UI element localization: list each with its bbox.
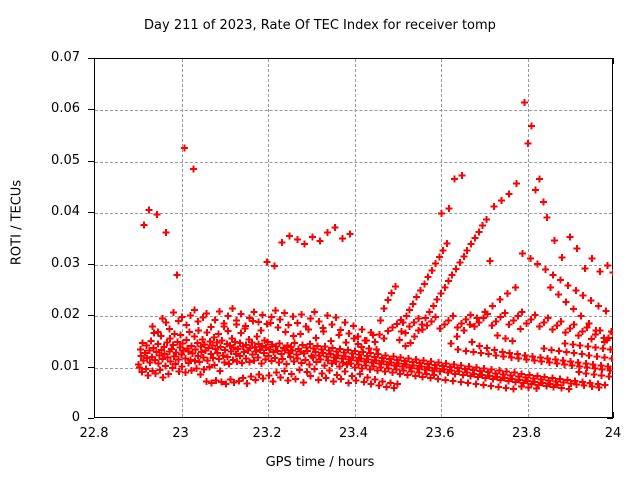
- y-axis-tick-label: 0.06: [51, 101, 80, 117]
- y-axis-tick-label: 0.07: [51, 50, 80, 65]
- gridline-vertical: [354, 59, 356, 417]
- y-axis-tick-label: 0.05: [51, 152, 80, 168]
- gridline-vertical: [181, 59, 183, 417]
- gridline-horizontal: [95, 316, 612, 318]
- y-axis-tick-label: 0.04: [51, 204, 80, 220]
- y-axis-tick: [88, 263, 94, 265]
- x-axis-tick: [613, 58, 614, 64]
- x-axis-label: GPS time / hours: [265, 455, 375, 470]
- x-axis-tick-label: 23.4: [339, 426, 368, 441]
- gridline-vertical: [268, 59, 269, 417]
- y-axis-tick: [88, 212, 94, 214]
- y-axis-tick: [607, 418, 613, 419]
- y-axis-tick: [88, 109, 94, 111]
- x-axis-tick-label: 23.8: [512, 426, 541, 441]
- x-axis-tick-label: 23: [172, 426, 189, 441]
- y-axis-tick-label: 0: [71, 410, 80, 425]
- x-axis-tick-label: 23.6: [425, 426, 455, 441]
- plot-area: [94, 58, 613, 418]
- gridline-horizontal: [95, 213, 612, 215]
- x-axis-tick-label: 22.8: [79, 426, 109, 441]
- y-axis-tick: [88, 58, 94, 59]
- y-axis-tick: [88, 418, 94, 419]
- gridline-vertical: [441, 59, 442, 417]
- gridline-horizontal: [95, 110, 612, 112]
- y-axis-tick: [88, 315, 94, 317]
- chart-title: Day 211 of 2023, Rate Of TEC Index for r…: [144, 18, 496, 33]
- gridline-vertical: [527, 59, 529, 417]
- y-axis-tick-label: 0.02: [51, 307, 80, 323]
- x-axis-tick-label: 24: [604, 426, 622, 441]
- y-axis-tick: [88, 160, 94, 162]
- gridline-horizontal: [95, 161, 612, 163]
- y-axis-tick-label: 0.03: [51, 255, 80, 271]
- y-axis-tick-label: 0.01: [51, 358, 80, 374]
- x-axis-tick: [613, 412, 614, 418]
- gridline-horizontal: [95, 367, 612, 369]
- y-axis-tick: [88, 366, 94, 368]
- gridline-horizontal: [95, 264, 612, 266]
- x-axis-tick-label: 23.2: [252, 426, 282, 441]
